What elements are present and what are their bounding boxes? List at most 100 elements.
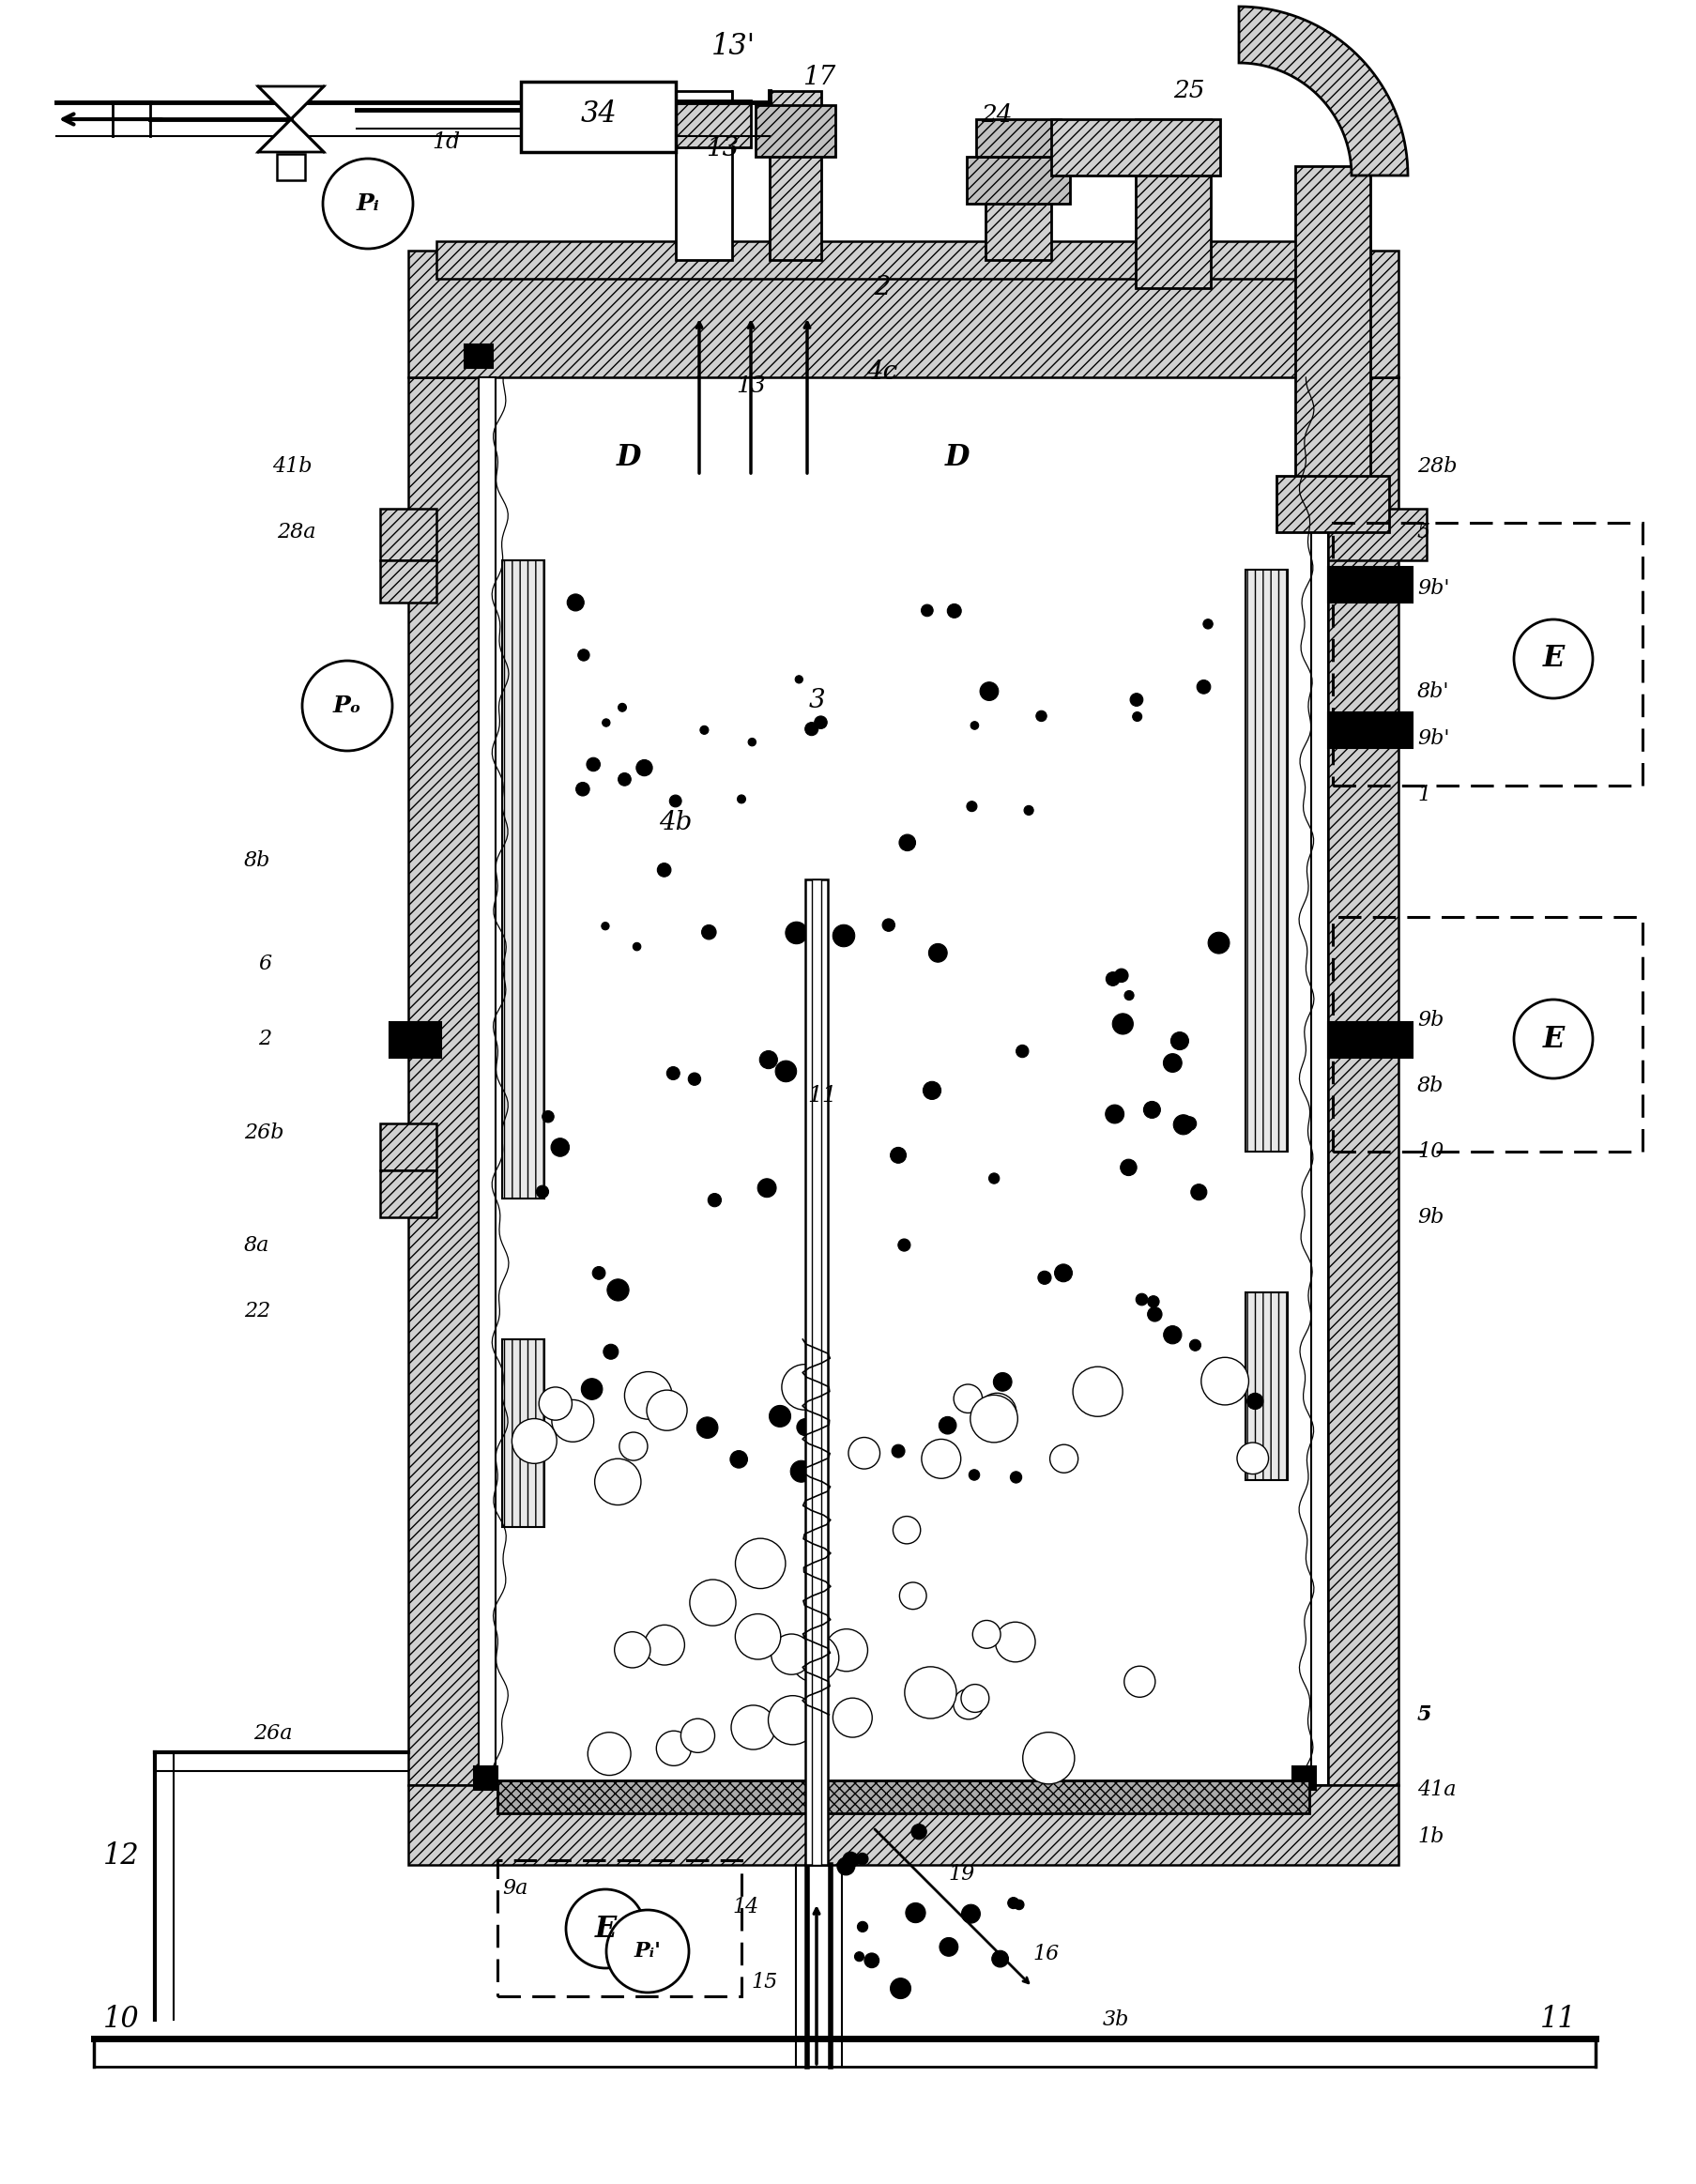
Text: 1b: 1b bbox=[1418, 1826, 1443, 1848]
Circle shape bbox=[968, 1470, 980, 1481]
Bar bbox=[812, 880, 821, 1865]
Circle shape bbox=[1121, 1160, 1136, 1175]
Text: D: D bbox=[616, 443, 641, 472]
Bar bbox=[276, 153, 305, 181]
Text: E: E bbox=[1542, 644, 1564, 673]
Circle shape bbox=[904, 1666, 957, 1719]
Text: 41a: 41a bbox=[1418, 1780, 1457, 1800]
Circle shape bbox=[833, 1697, 872, 1736]
Text: 3b: 3b bbox=[1102, 2009, 1130, 2031]
Bar bbox=[502, 1339, 544, 1527]
Circle shape bbox=[1174, 1114, 1194, 1136]
Text: 13: 13 bbox=[736, 376, 767, 397]
Bar bbox=[380, 1171, 436, 1216]
Circle shape bbox=[656, 1732, 692, 1765]
Bar bbox=[521, 81, 675, 153]
Text: 41b: 41b bbox=[271, 456, 312, 476]
Circle shape bbox=[1515, 620, 1593, 699]
Polygon shape bbox=[258, 87, 324, 153]
Bar bbox=[755, 105, 836, 157]
Circle shape bbox=[940, 1417, 957, 1435]
Text: 10: 10 bbox=[103, 2005, 139, 2033]
Circle shape bbox=[892, 1444, 906, 1457]
Circle shape bbox=[1515, 1000, 1593, 1079]
Bar bbox=[502, 561, 544, 1199]
Circle shape bbox=[707, 1192, 721, 1208]
Bar bbox=[465, 345, 494, 367]
Circle shape bbox=[980, 681, 999, 701]
Text: 8b: 8b bbox=[1418, 1075, 1443, 1096]
Circle shape bbox=[989, 1173, 999, 1184]
Text: 2: 2 bbox=[258, 1029, 271, 1048]
Circle shape bbox=[890, 1979, 911, 1998]
Circle shape bbox=[680, 1719, 714, 1752]
Bar bbox=[1311, 378, 1328, 1784]
Circle shape bbox=[1247, 1393, 1264, 1409]
Circle shape bbox=[865, 1952, 879, 1968]
Circle shape bbox=[972, 1621, 1001, 1649]
Text: 34: 34 bbox=[580, 100, 617, 129]
Circle shape bbox=[566, 1889, 644, 1968]
Circle shape bbox=[577, 782, 590, 795]
Circle shape bbox=[996, 1623, 1035, 1662]
Text: E: E bbox=[595, 1913, 616, 1944]
Circle shape bbox=[700, 725, 709, 734]
Circle shape bbox=[1182, 1116, 1196, 1131]
Text: 9a: 9a bbox=[502, 1878, 527, 1898]
Bar bbox=[380, 509, 436, 561]
Circle shape bbox=[1124, 992, 1135, 1000]
Circle shape bbox=[1055, 1265, 1072, 1282]
Circle shape bbox=[539, 1387, 572, 1420]
Circle shape bbox=[1148, 1306, 1162, 1321]
Circle shape bbox=[1114, 970, 1128, 983]
Text: D: D bbox=[945, 443, 970, 472]
Bar bbox=[985, 129, 1052, 260]
Circle shape bbox=[589, 1732, 631, 1776]
Circle shape bbox=[670, 795, 682, 808]
Text: 5: 5 bbox=[1418, 522, 1430, 542]
Circle shape bbox=[856, 1852, 868, 1865]
Circle shape bbox=[602, 719, 611, 727]
Circle shape bbox=[690, 1579, 736, 1625]
Bar bbox=[770, 92, 821, 260]
Bar bbox=[380, 561, 436, 603]
Text: 3: 3 bbox=[809, 688, 824, 714]
Text: 10: 10 bbox=[1418, 1142, 1443, 1162]
Circle shape bbox=[633, 943, 641, 950]
Circle shape bbox=[1201, 1358, 1248, 1404]
Circle shape bbox=[604, 1343, 619, 1358]
Circle shape bbox=[689, 1072, 700, 1085]
Circle shape bbox=[953, 1385, 982, 1413]
Circle shape bbox=[605, 1911, 689, 1992]
Circle shape bbox=[1023, 1732, 1075, 1784]
Circle shape bbox=[1124, 1666, 1155, 1697]
Circle shape bbox=[748, 738, 756, 747]
Circle shape bbox=[1074, 1367, 1123, 1417]
Circle shape bbox=[1163, 1053, 1182, 1072]
Text: 16: 16 bbox=[1033, 1944, 1058, 1963]
Bar bbox=[1328, 1022, 1413, 1057]
Bar bbox=[390, 1022, 441, 1057]
Text: 26b: 26b bbox=[244, 1123, 283, 1142]
Circle shape bbox=[911, 1824, 926, 1839]
Circle shape bbox=[1170, 1033, 1189, 1051]
Text: 4b: 4b bbox=[660, 810, 692, 836]
Circle shape bbox=[843, 1852, 858, 1867]
Text: 8a: 8a bbox=[244, 1236, 270, 1256]
Bar bbox=[1052, 120, 1219, 175]
Circle shape bbox=[760, 1051, 777, 1068]
Text: 8b': 8b' bbox=[1418, 681, 1450, 701]
Circle shape bbox=[921, 605, 933, 616]
Circle shape bbox=[858, 1922, 868, 1933]
Circle shape bbox=[636, 760, 653, 775]
Circle shape bbox=[1191, 1184, 1208, 1201]
Circle shape bbox=[1197, 679, 1211, 695]
Circle shape bbox=[775, 1061, 797, 1081]
Text: 9b': 9b' bbox=[1418, 579, 1450, 598]
Circle shape bbox=[322, 159, 412, 249]
Circle shape bbox=[1106, 1105, 1124, 1123]
Text: 2: 2 bbox=[873, 275, 890, 301]
Text: 1d: 1d bbox=[432, 131, 460, 153]
Circle shape bbox=[736, 1614, 780, 1660]
Bar bbox=[409, 251, 1399, 378]
